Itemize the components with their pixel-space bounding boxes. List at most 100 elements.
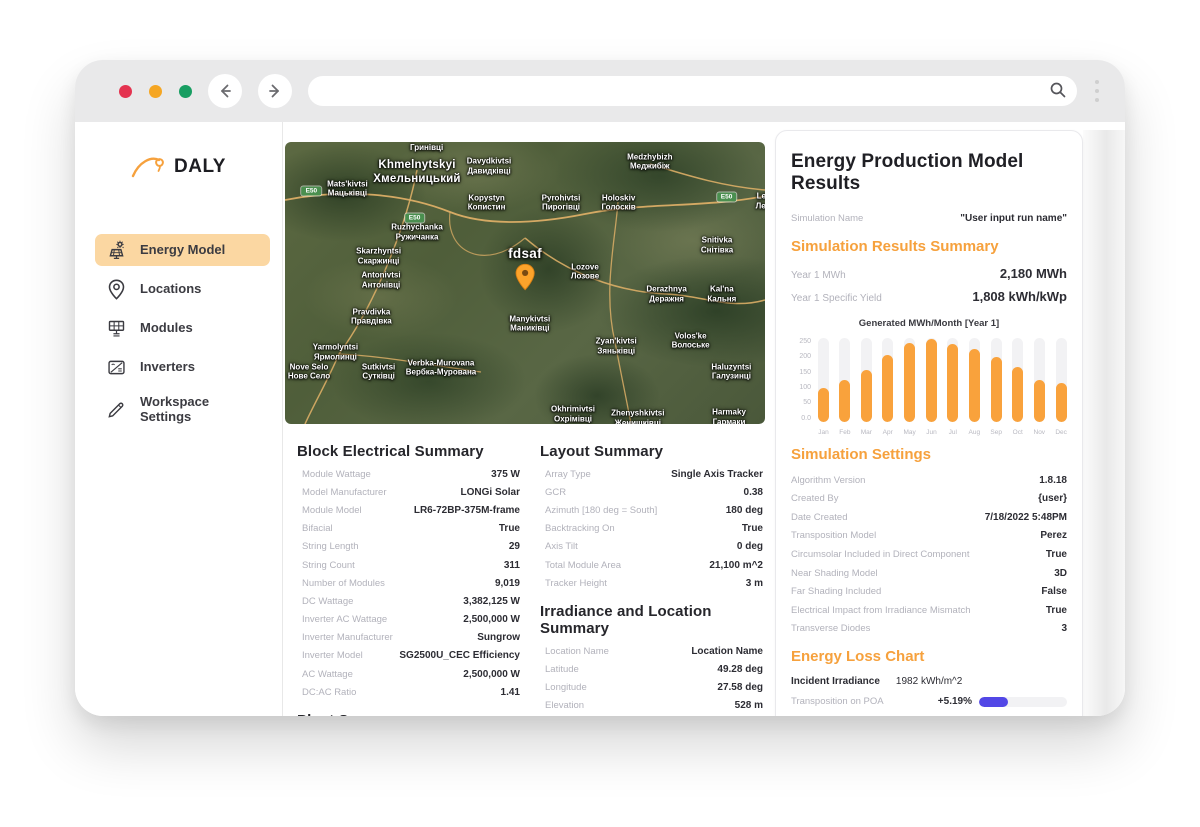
bar-fill <box>904 342 916 422</box>
row-label: Circumsolar Included in Direct Component <box>791 548 970 560</box>
row-label: Total Module Area <box>545 559 622 571</box>
setting-row-transverse-diodes: Transverse Diodes 3 <box>791 620 1067 639</box>
close-window-button[interactable] <box>119 84 132 98</box>
generation-bar-chart: 250 200 150 100 50 0.0 Jan Feb Mar Apr May Jun Jul A… <box>791 337 1067 436</box>
loss-label: Transposition on POA <box>791 696 884 708</box>
bar-fill <box>968 349 980 422</box>
chart-bar-jun: Jun <box>926 337 938 436</box>
row-value: 49.28 deg <box>717 664 763 676</box>
layout-summary-title: Layout Summary <box>540 443 664 460</box>
row-value: False <box>1041 586 1067 598</box>
simulation-name-label: Simulation Name <box>791 212 864 224</box>
bar-fill <box>860 370 872 422</box>
bar-fill <box>1012 366 1024 422</box>
row-value: 180 deg <box>725 504 763 516</box>
setting-row-far-shading-included: Far Shading Included False <box>791 582 1067 601</box>
block-electrical-row-ac-wattage: AC Wattage 2,500,000 W <box>297 665 520 683</box>
row-label: Axis Tilt <box>545 541 578 553</box>
sidebar-item-label: Inverters <box>140 358 195 374</box>
summary-tables: Block Electrical Summary Module Wattage 3… <box>285 424 765 716</box>
bar-fill <box>926 338 938 422</box>
x-tick: Nov <box>1033 428 1046 436</box>
row-value: True <box>741 523 763 535</box>
maximize-window-button[interactable] <box>179 84 192 98</box>
row-value: 2,500,000 W <box>463 614 520 626</box>
x-tick: Mar <box>860 428 872 436</box>
window-edge-shading <box>1083 130 1125 716</box>
generation-chart-title: Generated MWh/Month [Year 1] <box>858 317 1000 329</box>
app-logo[interactable]: DALY <box>75 146 282 188</box>
chart-y-axis: 250 200 150 100 50 0.0 <box>791 338 811 422</box>
forward-button[interactable] <box>258 74 292 108</box>
layout-row-azimuth-180-deg-south: Azimuth [180 deg = South] 180 deg <box>540 501 763 519</box>
row-value: 1.41 <box>500 686 520 698</box>
y-tick: 50 <box>803 399 811 407</box>
row-value: 7/18/2022 5:48PM <box>984 511 1067 523</box>
block-electrical-summary-title: Block Electrical Summary <box>297 443 484 460</box>
x-tick: May <box>903 428 916 436</box>
map-marker-label: fdsaf <box>508 246 542 262</box>
row-label: Near Shading Model <box>791 567 878 579</box>
layout-row-gcr: GCR 0.38 <box>540 483 763 501</box>
irradiance-row-location-name: Location Name Location Name <box>540 642 763 660</box>
row-label: Inverter AC Wattage <box>302 614 388 626</box>
sidebar-item-inverters[interactable]: Inverters <box>95 351 270 383</box>
row-label: DC Wattage <box>302 595 354 607</box>
bar-track <box>1012 337 1024 422</box>
x-tick: Dec <box>1055 428 1067 436</box>
map-view[interactable]: Гринівці Khmelnytskyi Хмельницький Davydkiv… <box>285 142 765 424</box>
y-tick: 250 <box>799 337 811 345</box>
chart-bar-dec: Dec <box>1055 337 1067 436</box>
irradiance-row-elevation: Elevation 528 m <box>540 697 763 715</box>
incident-irradiance-label: Incident Irradiance <box>791 676 880 688</box>
locations-icon <box>105 279 127 300</box>
back-button[interactable] <box>208 74 242 108</box>
layout-row-tracker-height: Tracker Height 3 m <box>540 574 763 592</box>
row-label: AC Wattage <box>302 668 353 680</box>
browser-window: DALY Energy Model Locations Modules Inverte… <box>75 60 1125 716</box>
setting-row-near-shading-model: Near Shading Model 3D <box>791 564 1067 583</box>
block-electrical-row-dc-ac-ratio: DC:AC Ratio 1.41 <box>297 683 520 701</box>
loss-row-far-shading: Far Shading0% <box>791 712 1067 717</box>
browser-menu-button[interactable] <box>1091 80 1103 102</box>
row-value: 21,100 m^2 <box>709 559 763 571</box>
map-marker[interactable]: fdsaf <box>508 246 542 296</box>
bar-track <box>839 337 851 422</box>
irradiance-row-total-ghi: Total GHI1428 kW/m^2 <box>540 715 763 716</box>
row-value: Sungrow <box>477 632 520 644</box>
row-label: Electrical Impact from Irradiance Mismat… <box>791 604 971 616</box>
sidebar-item-energy-model[interactable]: Energy Model <box>95 234 270 266</box>
row-value: Single Axis Tracker <box>671 468 763 480</box>
minimize-window-button[interactable] <box>149 84 162 98</box>
daly-swoosh-icon <box>131 157 164 178</box>
x-tick: Oct <box>1012 428 1023 436</box>
row-label: Algorithm Version <box>791 474 866 486</box>
sidebar-item-modules[interactable]: Modules <box>95 312 270 344</box>
row-value: 2,500,000 W <box>463 668 520 680</box>
row-value: Perez <box>1040 530 1067 542</box>
row-label: GCR <box>545 486 567 498</box>
incident-irradiance-value: 1982 kWh/m^2 <box>895 676 963 688</box>
y-tick: 100 <box>799 383 811 391</box>
row-value: 528 m <box>734 700 763 712</box>
sidebar-item-workspace-settings[interactable]: Workspace Settings <box>95 390 270 430</box>
layout-summary-rows: Array Type Single Axis Tracker GCR 0.38 Azim… <box>540 465 763 592</box>
chart-bar-aug: Aug <box>968 337 980 436</box>
x-tick: Feb <box>839 428 851 436</box>
bar-track <box>860 337 872 422</box>
row-value: 1.8.18 <box>1039 474 1067 486</box>
setting-row-transposition-model: Transposition Model Perez <box>791 527 1067 546</box>
loss-value: +5.19% <box>937 696 972 708</box>
block-electrical-row-inverter-manufacturer: Inverter Manufacturer Sungrow <box>297 629 520 647</box>
results-card: Energy Production Model Results Simulati… <box>775 130 1083 716</box>
bar-track <box>968 337 980 422</box>
block-electrical-row-inverter-model: Inverter Model SG2500U_CEC Efficiency <box>297 647 520 665</box>
arrow-left-icon <box>221 84 231 98</box>
road-badge-e50: E50 <box>716 192 737 202</box>
search-icon[interactable] <box>1049 81 1067 104</box>
sidebar-item-locations[interactable]: Locations <box>95 273 270 305</box>
x-tick: Jun <box>926 428 937 436</box>
url-bar[interactable] <box>308 76 1077 106</box>
workspace-settings-icon <box>105 400 127 420</box>
